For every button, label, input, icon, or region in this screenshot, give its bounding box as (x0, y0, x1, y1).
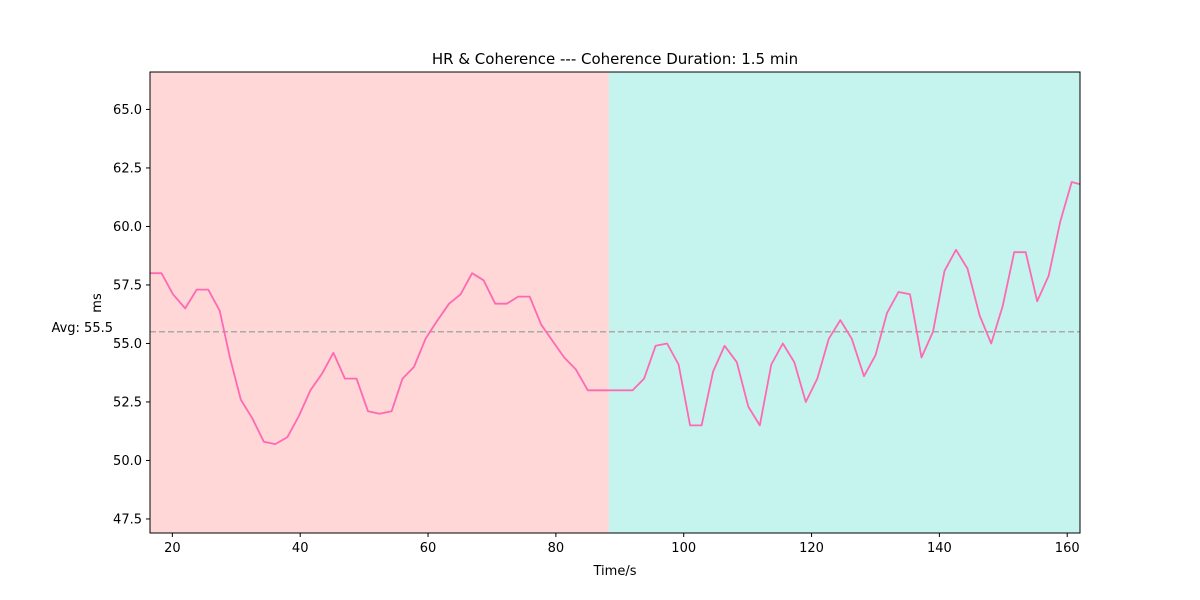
plot-frame (149, 71, 1081, 534)
x-tick-label: 140 (927, 541, 952, 556)
x-tick-label: 160 (1055, 541, 1080, 556)
x-tick-label: 100 (671, 541, 696, 556)
average-label: Avg: 55.5 (51, 321, 113, 336)
y-tick-label: 60.0 (113, 220, 142, 235)
chart-title: HR & Coherence --- Coherence Duration: 1… (432, 50, 798, 68)
y-tick-label: 62.5 (113, 161, 142, 176)
region-1 (608, 72, 1080, 533)
series-group (150, 181, 1081, 446)
x-axis-ticks: 20 40 60 80 100 120 140 160 (164, 533, 1080, 556)
y-tick-label: 52.5 (113, 395, 142, 410)
y-tick-label: 47.5 (113, 512, 142, 527)
y-tick-label: 57.5 (113, 278, 142, 293)
x-tick-label: 40 (292, 541, 309, 556)
x-tick-label: 20 (164, 541, 181, 556)
region-0 (150, 72, 609, 533)
x-tick-label: 80 (548, 541, 565, 556)
y-tick-label: 55.0 (113, 337, 142, 352)
background-regions (150, 72, 1080, 533)
x-tick-label: 120 (799, 541, 824, 556)
x-axis-label: Time/s (593, 564, 637, 579)
series-line-0 (150, 181, 1081, 446)
x-tick-label: 60 (420, 541, 437, 556)
y-axis-label: ms (90, 293, 105, 313)
y-axis-ticks: 47.5 50.0 52.5 55.0 57.5 60.0 62.5 65.0 (113, 103, 150, 527)
y-tick-label: 50.0 (113, 454, 142, 469)
y-tick-label: 65.0 (113, 103, 142, 118)
